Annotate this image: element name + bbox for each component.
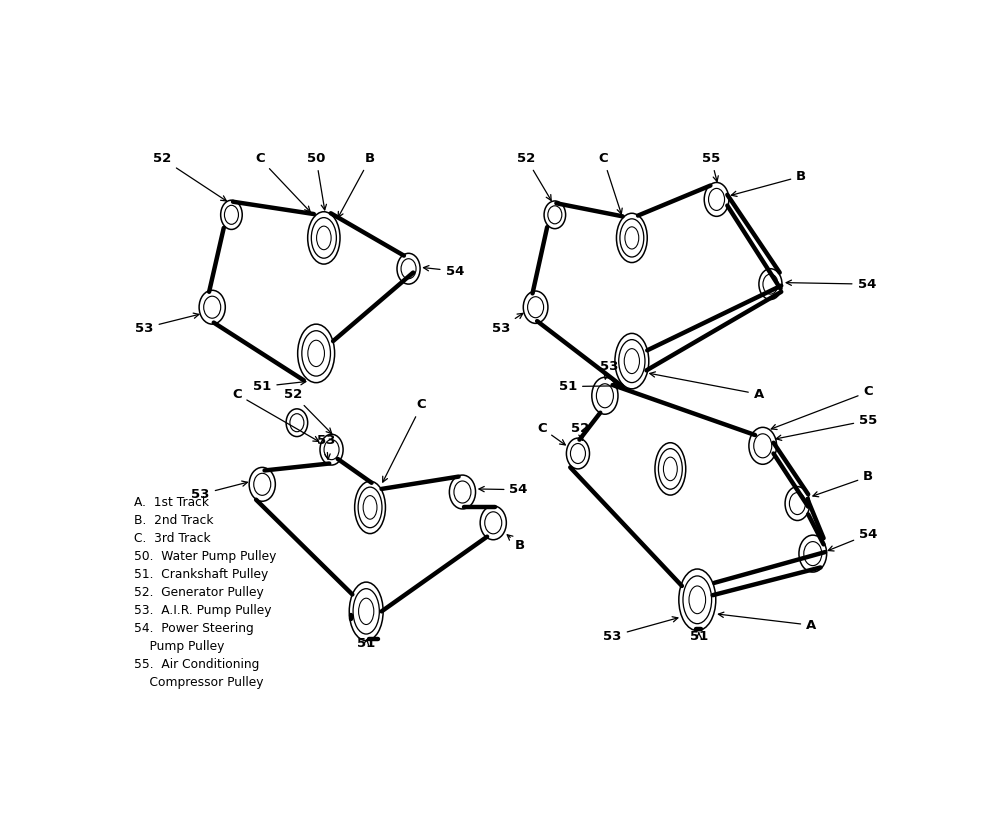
Text: 52: 52 xyxy=(517,152,551,200)
Text: B: B xyxy=(507,535,525,552)
Text: C: C xyxy=(771,385,873,430)
Text: C: C xyxy=(537,422,565,445)
Text: 55: 55 xyxy=(702,152,720,182)
Text: 53.  A.I.R. Pump Pulley: 53. A.I.R. Pump Pulley xyxy=(134,604,271,617)
Text: B: B xyxy=(731,170,806,196)
Text: C: C xyxy=(383,399,426,482)
Text: 52: 52 xyxy=(284,388,332,434)
Text: 53: 53 xyxy=(317,434,335,460)
Text: C: C xyxy=(255,152,310,212)
Text: Compressor Pulley: Compressor Pulley xyxy=(134,676,263,690)
Text: 53: 53 xyxy=(603,616,678,642)
Text: 53: 53 xyxy=(492,314,523,334)
Text: 51: 51 xyxy=(559,380,622,393)
Text: C.  3rd Track: C. 3rd Track xyxy=(134,532,210,545)
Text: C: C xyxy=(599,152,622,214)
Text: 53: 53 xyxy=(135,313,199,334)
Text: 51: 51 xyxy=(357,637,375,651)
Text: B.  2nd Track: B. 2nd Track xyxy=(134,514,213,526)
Text: A.  1st Track: A. 1st Track xyxy=(134,495,209,509)
Text: 51: 51 xyxy=(690,630,708,642)
Text: 50: 50 xyxy=(307,152,326,210)
Text: 54: 54 xyxy=(828,528,877,551)
Text: 52: 52 xyxy=(571,422,589,440)
Text: B: B xyxy=(338,152,375,218)
Text: 52: 52 xyxy=(153,152,226,201)
Text: C: C xyxy=(232,388,319,441)
Text: 54.  Power Steering: 54. Power Steering xyxy=(134,622,253,636)
Text: 51.  Crankshaft Pulley: 51. Crankshaft Pulley xyxy=(134,568,268,581)
Text: 53: 53 xyxy=(191,481,247,501)
Text: A: A xyxy=(718,612,816,631)
Text: 53: 53 xyxy=(600,360,618,379)
Text: 51: 51 xyxy=(253,379,306,393)
Text: 52.  Generator Pulley: 52. Generator Pulley xyxy=(134,586,263,599)
Text: 55: 55 xyxy=(776,414,877,440)
Text: 50.  Water Pump Pulley: 50. Water Pump Pulley xyxy=(134,550,276,563)
Text: 54: 54 xyxy=(423,264,464,278)
Text: A: A xyxy=(650,372,764,400)
Text: 54: 54 xyxy=(479,483,528,496)
Text: B: B xyxy=(813,470,873,497)
Text: 55.  Air Conditioning: 55. Air Conditioning xyxy=(134,658,259,671)
Text: Pump Pulley: Pump Pulley xyxy=(134,641,224,653)
Text: 54: 54 xyxy=(786,278,876,290)
